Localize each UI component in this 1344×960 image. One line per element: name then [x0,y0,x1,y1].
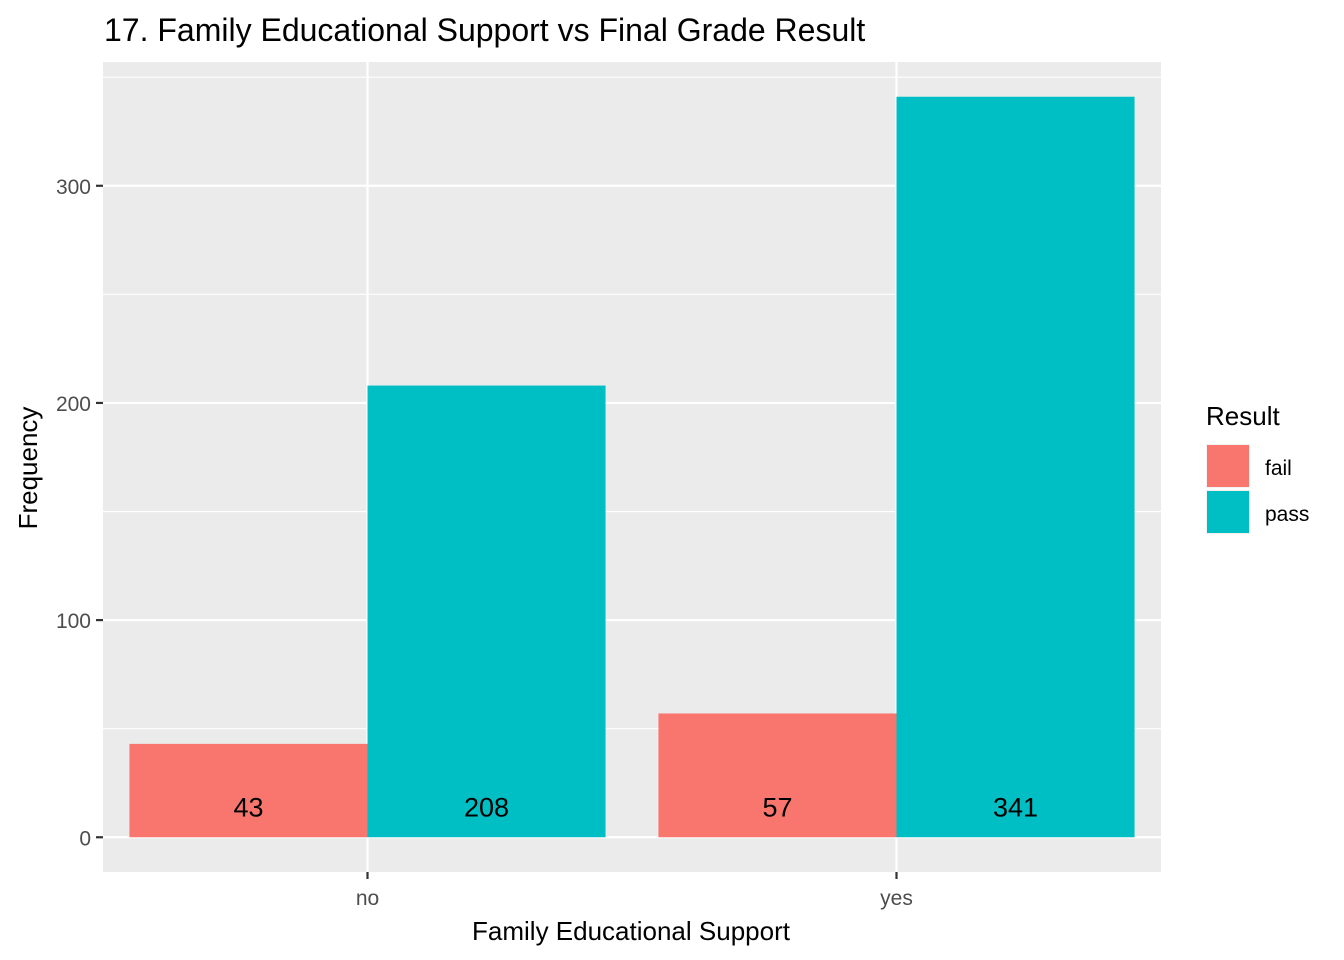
y-tick-label: 100 [56,610,91,633]
y-tick-label: 200 [56,393,91,416]
data-label-pass-yes: 341 [993,792,1038,822]
bar-labels: 43 208 57 341 [233,792,1038,822]
x-tick-label: no [356,887,379,910]
legend-title: Result [1206,401,1280,431]
data-label-pass-no: 208 [464,792,509,822]
x-axis-title: Family Educational Support [472,916,791,946]
legend-swatch-pass [1207,491,1249,533]
legend-label-fail: fail [1265,457,1292,480]
y-tick-label: 0 [79,827,91,850]
x-tick-label: yes [880,887,913,910]
bar-fail-no [129,743,368,838]
chart-title: 17. Family Educational Support vs Final … [104,12,865,48]
bar-pass-no [367,385,606,838]
bar-fail-yes [658,713,897,838]
data-label-fail-no: 43 [233,792,263,822]
x-axis: no yes [356,872,913,910]
y-axis: 0 100 200 300 [56,176,103,850]
bars [129,96,1135,838]
legend: Result fail pass [1206,401,1309,534]
data-label-fail-yes: 57 [762,792,792,822]
y-tick-label: 300 [56,176,91,199]
bar-pass-yes [896,96,1135,838]
legend-swatch-fail [1207,445,1249,487]
legend-label-pass: pass [1265,503,1309,526]
y-axis-title: Frequency [13,407,43,530]
